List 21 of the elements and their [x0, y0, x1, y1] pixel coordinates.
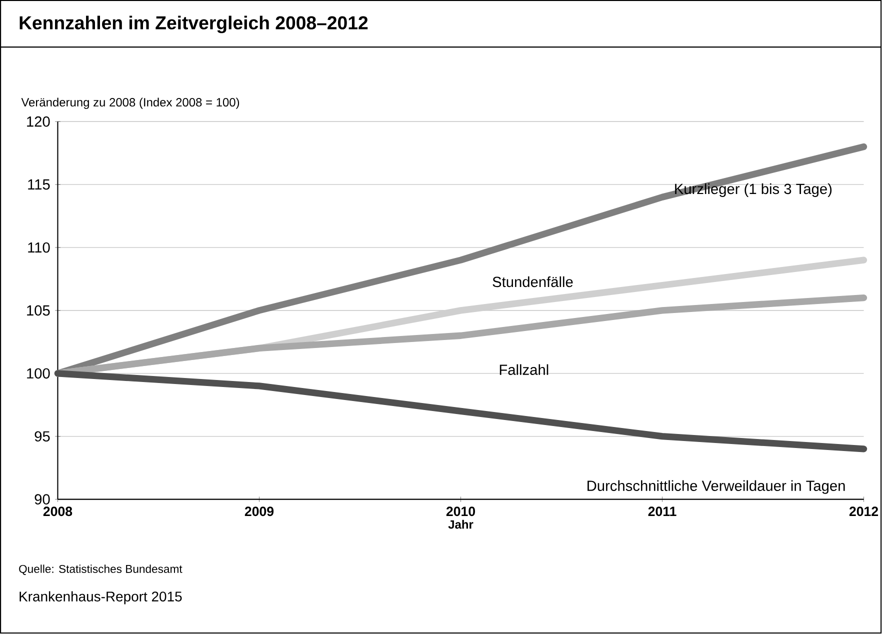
- text: Fallzahl: [500, 364, 548, 376]
- text: Krankenhaus-Report 2015: [20, 591, 182, 604]
- chart-title: Kennzahlen im Zeitvergleich 2008–2012: [20, 16, 368, 34]
- y-tick-label: 100: [27, 368, 50, 379]
- x-tick-label: 2010: [446, 506, 476, 516]
- y-tick-label: 120: [27, 116, 50, 127]
- y-tick-label: 110: [28, 242, 50, 253]
- source-note: Quelle: Statistisches Bundesamt: [19, 564, 182, 576]
- x-axis-title: Jahr: [448, 520, 474, 529]
- text: Durchschnittliche Verweildauer in Tagen: [588, 480, 845, 494]
- y-tick-label: 105: [27, 306, 50, 316]
- x-tick-label: 2008: [43, 506, 72, 516]
- series-label: Stundenfälle: [492, 276, 573, 288]
- x-tick-label: 2012: [849, 506, 878, 516]
- y-tick-label: 95: [34, 431, 50, 442]
- x-tick-label: 2009: [244, 506, 274, 516]
- x-tick-label: 2011: [648, 506, 676, 516]
- series-label: Kurzlieger (1 bis 3 Tage): [675, 184, 832, 198]
- y-tick-label: 90: [34, 494, 50, 505]
- y-tick-label: 115: [28, 180, 50, 190]
- y-axis-title: Veränderung zu 2008 (Index 2008 = 100): [21, 98, 240, 110]
